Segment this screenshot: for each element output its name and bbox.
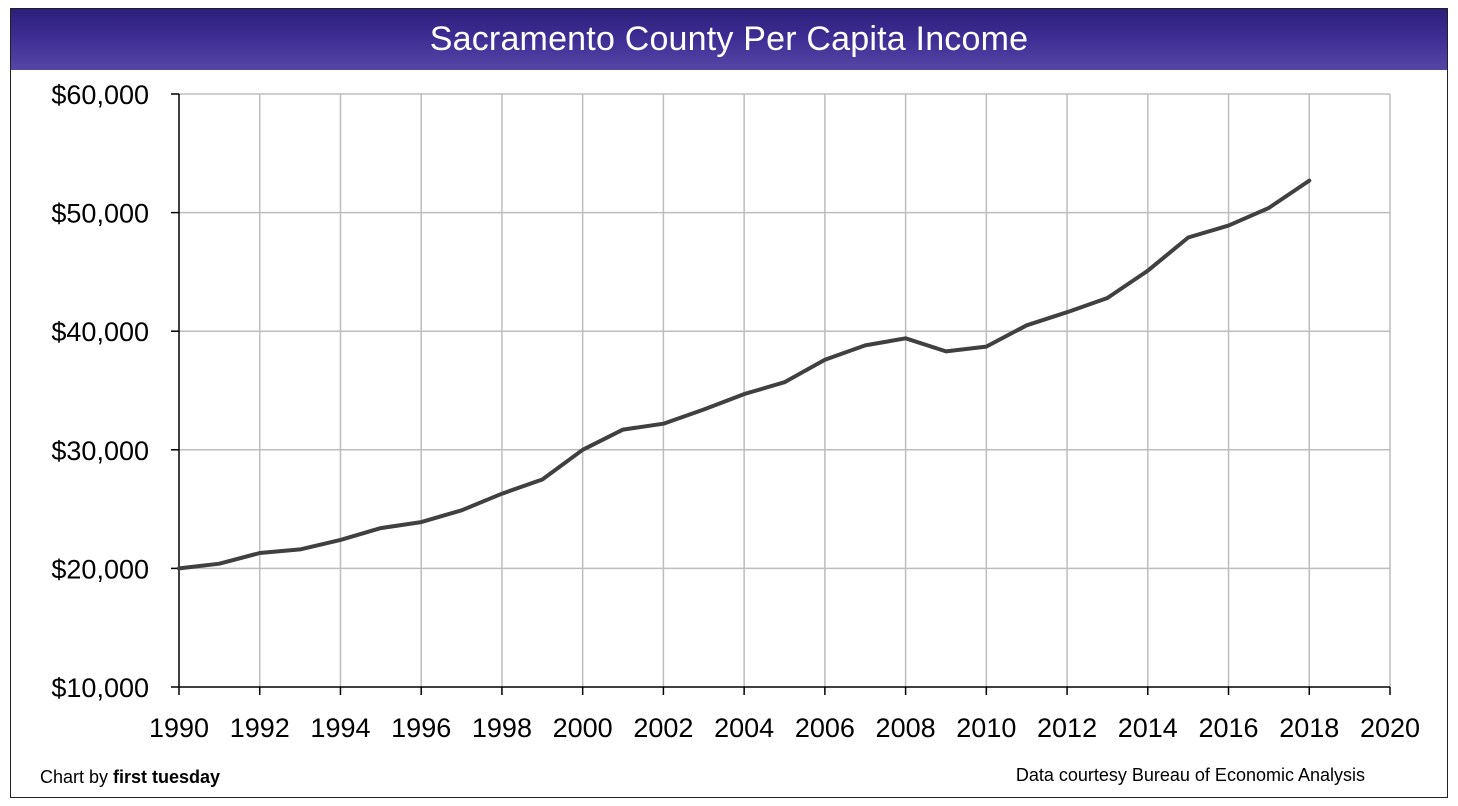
chart-credit: Chart by first tuesday (40, 767, 220, 788)
grid (179, 93, 1391, 687)
x-tick-label: 2004 (714, 713, 774, 743)
income-series-line (177, 178, 1312, 571)
y-tick-label: $30,000 (51, 436, 149, 466)
x-tick-label: 1998 (472, 713, 532, 743)
series (177, 178, 1312, 571)
y-tick-label: $20,000 (51, 554, 149, 584)
x-tick-label: 1996 (391, 713, 451, 743)
axes (171, 93, 1391, 695)
x-tick-label: 2002 (633, 713, 693, 743)
x-tick-label: 2006 (795, 713, 855, 743)
x-tick-label: 2016 (1198, 713, 1258, 743)
y-tick-label: $40,000 (51, 317, 149, 347)
x-tick-label: 1990 (149, 713, 209, 743)
y-tick-label: $10,000 (51, 673, 149, 703)
credit-prefix: Chart by (40, 767, 114, 787)
x-tick-label: 2010 (956, 713, 1016, 743)
credit-brand: first tuesday (113, 767, 221, 787)
tick-labels: $10,000 $20,000 $30,000 $40,000 $50,000 $60,0… (51, 80, 1420, 743)
chart-frame: Sacramento County Per Capita Income (10, 8, 1448, 798)
data-source: Data courtesy Bureau of Economic Analysi… (1015, 765, 1365, 785)
x-tick-label: 2012 (1037, 713, 1097, 743)
x-tick-label: 2018 (1279, 713, 1339, 743)
x-tick-label: 1994 (310, 713, 370, 743)
x-tick-label: 2008 (876, 713, 936, 743)
chart-title: Sacramento County Per Capita Income (11, 9, 1447, 70)
x-tick-label: 1992 (230, 713, 290, 743)
x-tick-label: 2000 (553, 713, 613, 743)
y-tick-label: $50,000 (51, 199, 149, 229)
y-tick-label: $60,000 (51, 80, 149, 110)
x-tick-label: 2014 (1118, 713, 1178, 743)
x-tick-label: 2020 (1360, 713, 1420, 743)
